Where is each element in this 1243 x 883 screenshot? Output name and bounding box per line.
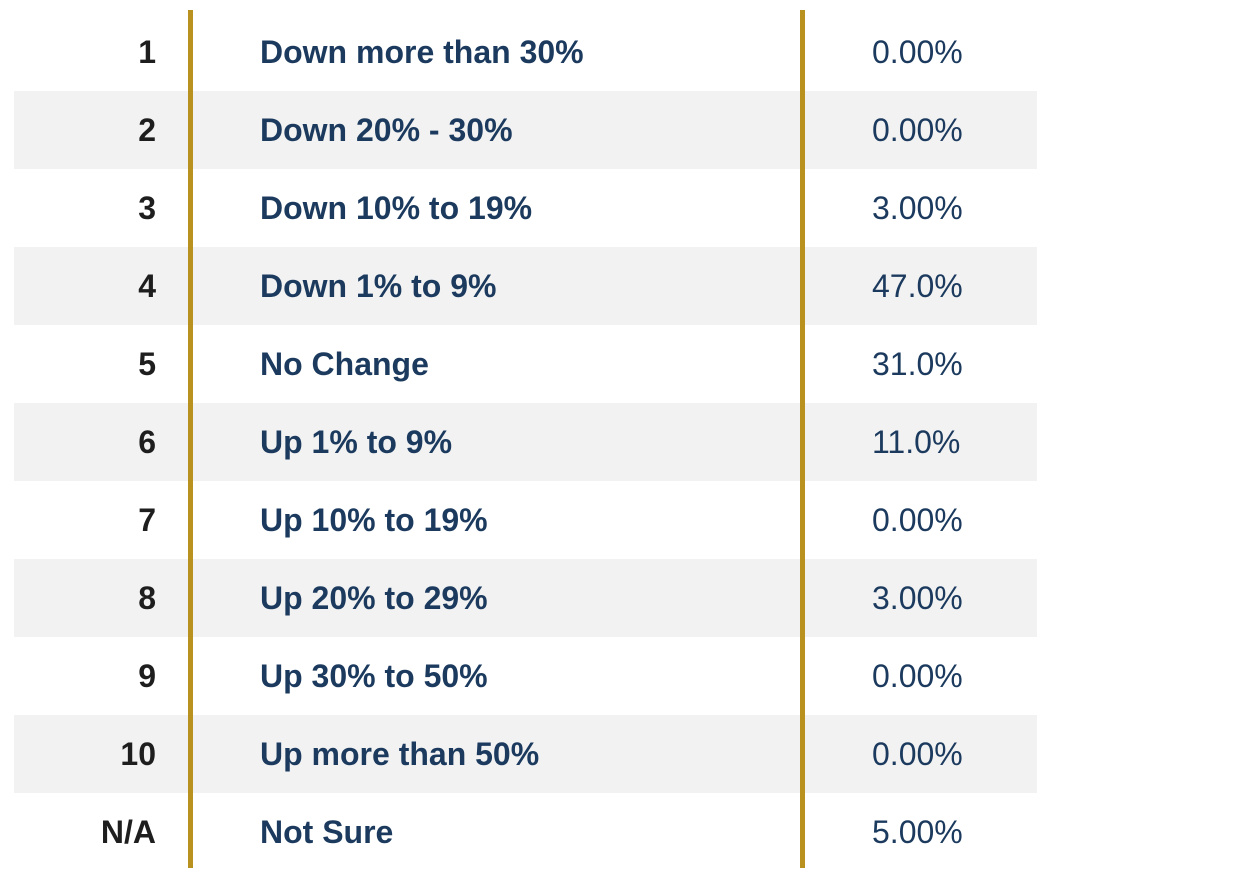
table-row: 2 Down 20% - 30% 0.00% xyxy=(14,91,1037,169)
row-option-label: Down 20% - 30% xyxy=(260,112,513,148)
table-row: 6 Up 1% to 9% 11.0% xyxy=(14,403,1037,481)
row-percent-value: 11.0% xyxy=(872,424,961,460)
row-percent-value: 0.00% xyxy=(872,112,963,148)
table-row: 1 Down more than 30% 0.00% xyxy=(14,13,1037,91)
row-number: 10 xyxy=(120,736,156,772)
row-number: 9 xyxy=(138,658,156,694)
table-row: 10 Up more than 50% 0.00% xyxy=(14,715,1037,793)
table-row: 5 No Change 31.0% xyxy=(14,325,1037,403)
row-option-label: Down more than 30% xyxy=(260,34,584,70)
row-option-label: Down 10% to 19% xyxy=(260,190,533,226)
row-number: N/A xyxy=(100,814,156,850)
row-percent-value: 3.00% xyxy=(872,190,963,226)
row-option-label: Up 30% to 50% xyxy=(260,658,488,694)
row-percent-value: 0.00% xyxy=(872,34,963,70)
row-option-label: Not Sure xyxy=(260,814,394,850)
column-divider-right-gold-rule xyxy=(800,10,805,868)
row-option-label: Down 1% to 9% xyxy=(260,268,497,304)
column-divider-left-gold-rule xyxy=(188,10,193,868)
row-number: 6 xyxy=(138,424,156,460)
row-number: 5 xyxy=(138,346,156,382)
row-number: 3 xyxy=(138,190,156,226)
row-percent-value: 5.00% xyxy=(872,814,963,850)
row-percent-value: 47.0% xyxy=(872,268,963,304)
row-option-label: Up 10% to 19% xyxy=(260,502,488,538)
table-row: 4 Down 1% to 9% 47.0% xyxy=(14,247,1037,325)
table-row: 3 Down 10% to 19% 3.00% xyxy=(14,169,1037,247)
row-number: 2 xyxy=(138,112,156,148)
row-number: 8 xyxy=(138,580,156,616)
table-row: N/A Not Sure 5.00% xyxy=(14,793,1037,871)
row-option-label: Up more than 50% xyxy=(260,736,540,772)
row-option-label: Up 20% to 29% xyxy=(260,580,488,616)
table-body: 1 Down more than 30% 0.00% 2 Down 20% - … xyxy=(14,13,1037,871)
row-percent-value: 0.00% xyxy=(872,502,963,538)
table-row: 9 Up 30% to 50% 0.00% xyxy=(14,637,1037,715)
row-option-label: No Change xyxy=(260,346,429,382)
row-percent-value: 31.0% xyxy=(872,346,963,382)
table-row: 7 Up 10% to 19% 0.00% xyxy=(14,481,1037,559)
table-row: 8 Up 20% to 29% 3.00% xyxy=(14,559,1037,637)
row-percent-value: 0.00% xyxy=(872,658,963,694)
row-number: 4 xyxy=(138,268,156,304)
row-percent-value: 0.00% xyxy=(872,736,963,772)
row-percent-value: 3.00% xyxy=(872,580,963,616)
row-number: 7 xyxy=(138,502,156,538)
row-option-label: Up 1% to 9% xyxy=(260,424,453,460)
row-number: 1 xyxy=(138,34,156,70)
